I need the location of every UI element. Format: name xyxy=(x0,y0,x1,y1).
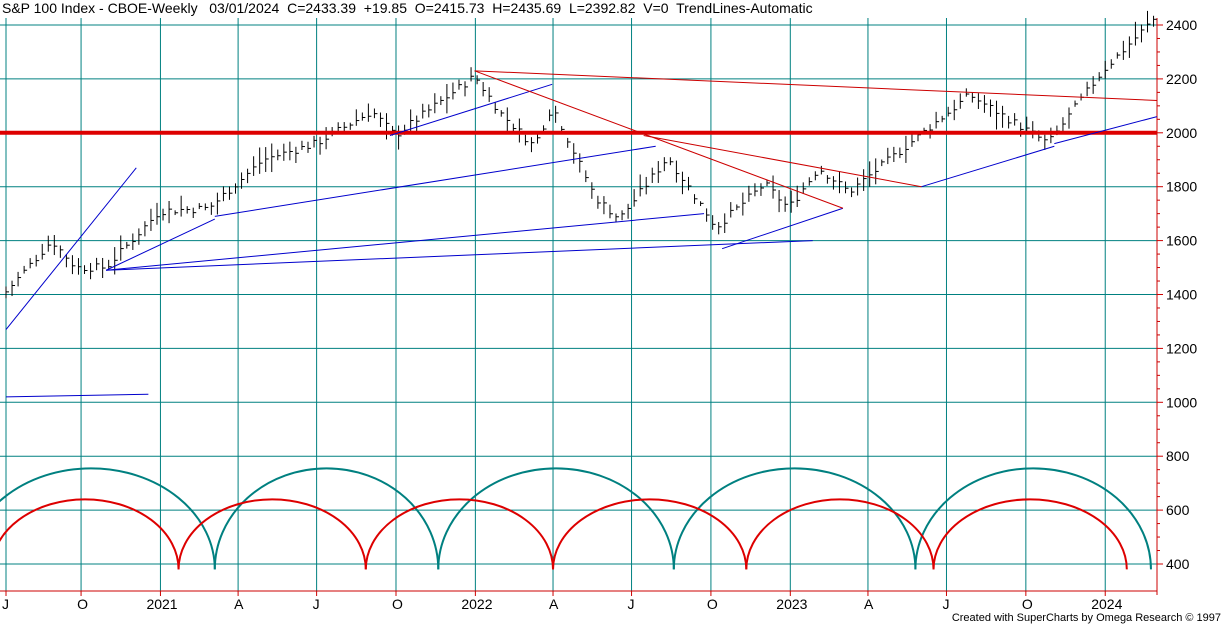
trendline-red xyxy=(474,70,844,209)
header-change: +19.85 xyxy=(363,0,408,16)
y-tick-label: 1600 xyxy=(1166,233,1197,249)
y-tick-label: 2400 xyxy=(1166,17,1197,33)
y-tick-label: 1800 xyxy=(1166,179,1197,195)
cycle-arc xyxy=(0,498,180,570)
trendline-blue xyxy=(106,240,813,271)
header-high: H=2435.69 xyxy=(492,0,562,16)
header-volume: V=0 xyxy=(643,0,669,16)
header-open: O=2415.73 xyxy=(414,0,485,16)
cycle-arc xyxy=(745,498,935,570)
y-tick-label: 800 xyxy=(1166,448,1190,464)
trendline-blue xyxy=(921,145,1055,188)
cycle-arc xyxy=(0,467,216,570)
x-tick-label: 2024 xyxy=(1091,596,1122,612)
y-tick-label: 1400 xyxy=(1166,287,1197,303)
header-low: L=2392.82 xyxy=(568,0,636,16)
x-tick-label: J xyxy=(313,596,320,612)
x-tick-label: O xyxy=(707,596,718,612)
x-tick-label: J xyxy=(2,596,9,612)
footer-credit: Created with SuperCharts by Omega Resear… xyxy=(951,612,1221,624)
chart-header: S&P 100 Index - CBOE-Weekly 03/01/2024 C… xyxy=(2,0,813,16)
trendline-blue xyxy=(389,83,553,136)
cycle-arc xyxy=(672,467,917,570)
x-tick-label: O xyxy=(77,596,88,612)
x-tick-label: O xyxy=(392,596,403,612)
y-tick-label: 400 xyxy=(1166,556,1190,572)
trendline-red xyxy=(474,70,1158,101)
x-tick-label: 2022 xyxy=(461,596,492,612)
header-title: S&P 100 Index - CBOE-Weekly xyxy=(2,0,198,16)
trendline-blue xyxy=(1054,116,1158,145)
cycle-arc xyxy=(177,498,367,570)
x-tick-label: A xyxy=(234,596,244,612)
x-tick-label: 2021 xyxy=(146,596,177,612)
x-tick-label: 2023 xyxy=(776,596,807,612)
y-tick-label: 2000 xyxy=(1166,125,1197,141)
x-tick-label: J xyxy=(942,596,949,612)
cycle-arc xyxy=(364,498,555,570)
cycle-arc xyxy=(437,467,675,570)
header-close: C=2433.39 xyxy=(287,0,357,16)
trendline-blue xyxy=(5,393,149,398)
x-tick-label: J xyxy=(628,596,635,612)
trendline-blue xyxy=(214,145,656,217)
header-date: 03/01/2024 xyxy=(209,0,280,16)
x-tick-label: A xyxy=(549,596,559,612)
trendline-blue xyxy=(105,218,216,271)
y-tick-label: 600 xyxy=(1166,502,1190,518)
trendline-blue xyxy=(5,167,137,330)
trendline-blue xyxy=(721,207,844,250)
y-tick-label: 2200 xyxy=(1166,71,1197,87)
cycle-arc xyxy=(932,498,1128,570)
cycle-arc xyxy=(552,498,748,570)
header-study: TrendLines-Automatic xyxy=(676,0,813,16)
y-tick-label: 1200 xyxy=(1166,340,1197,356)
x-tick-label: O xyxy=(1022,596,1033,612)
trendline-red xyxy=(643,135,922,188)
trendline-blue xyxy=(106,213,705,271)
y-tick-label: 1000 xyxy=(1166,394,1197,410)
cycle-arc xyxy=(914,467,1152,570)
x-tick-label: A xyxy=(864,596,874,612)
cycle-arc xyxy=(213,467,440,570)
